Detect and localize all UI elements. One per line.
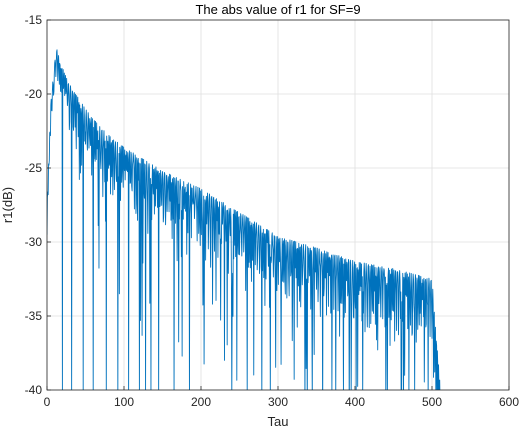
x-axis-label: Tau xyxy=(268,414,289,429)
plot-area xyxy=(47,49,441,390)
chart-title: The abs value of r1 for SF=9 xyxy=(195,2,360,17)
y-tick-label: -15 xyxy=(25,13,43,27)
x-tick-label: 100 xyxy=(114,395,134,409)
x-tick-label: 200 xyxy=(191,395,211,409)
y-axis-label: r1(dB) xyxy=(0,187,15,223)
y-tick-label: -35 xyxy=(25,309,43,323)
x-tick-label: 300 xyxy=(268,395,288,409)
x-tick-label: 400 xyxy=(345,395,365,409)
x-tick-label: 500 xyxy=(422,395,442,409)
y-tick-label: -25 xyxy=(25,161,43,175)
y-tick-label: -20 xyxy=(25,87,43,101)
x-axis-ticks: 0 100 200 300 400 500 600 xyxy=(44,386,519,409)
x-tick-label: 0 xyxy=(44,395,51,409)
y-axis-ticks: -15 -20 -25 -30 -35 -40 xyxy=(25,13,51,397)
y-tick-label: -40 xyxy=(25,383,43,397)
x-tick-label: 600 xyxy=(499,395,519,409)
y-tick-label: -30 xyxy=(25,235,43,249)
r1-series-line xyxy=(47,49,441,390)
